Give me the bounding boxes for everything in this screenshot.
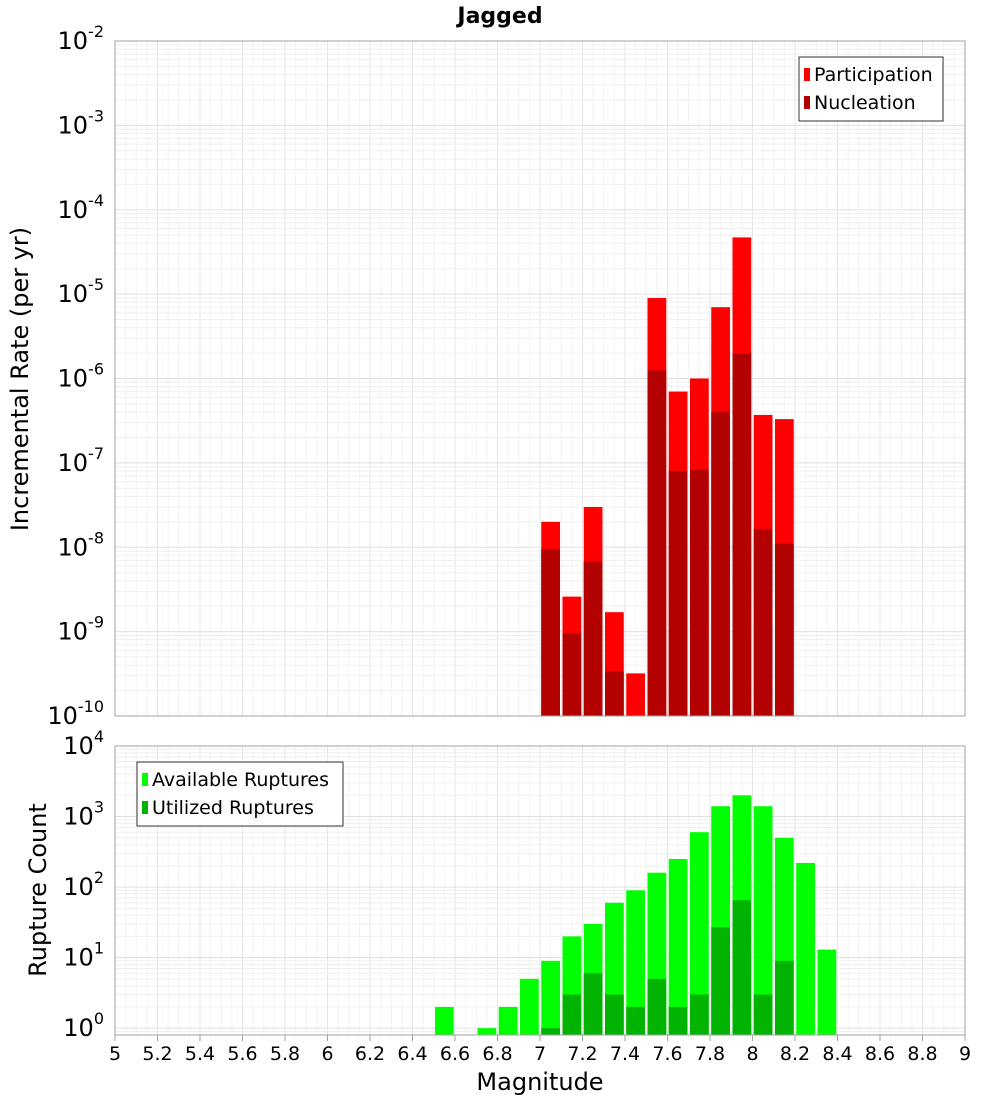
count-bar-available-ruptures <box>498 1006 518 1035</box>
x-tick-label: 7.6 <box>652 1043 682 1065</box>
rate-bar-nucleation <box>732 354 752 716</box>
x-tick-label: 5 <box>109 1043 121 1065</box>
count-bar-utilized-ruptures <box>775 960 794 1035</box>
count-bar-available-ruptures <box>690 832 709 1035</box>
chart-title: Jagged <box>455 4 542 29</box>
count-bar-available-ruptures <box>541 960 560 1035</box>
x-tick-label: 7 <box>534 1043 546 1065</box>
rate-legend-label: Participation <box>814 64 933 86</box>
x-tick-label: 7.4 <box>610 1043 640 1065</box>
x-tick-label: 8.8 <box>907 1043 937 1065</box>
count-bar-utilized-ruptures <box>753 994 773 1035</box>
x-tick-label: 6.2 <box>355 1043 385 1065</box>
rate-bar-nucleation <box>562 633 582 716</box>
rate-y-tick-label: 10-2 <box>58 22 105 55</box>
magnitude-x-axis-label: Magnitude <box>476 1068 603 1096</box>
rate-y-tick-label: 10-5 <box>58 275 105 308</box>
rate-bar-nucleation <box>647 370 667 716</box>
count-bar-utilized-ruptures <box>690 994 709 1035</box>
count-bar-available-ruptures <box>477 1028 497 1035</box>
rupture-count-panel: 100 101 102 103 104 Available Ruptures Utilize… <box>63 727 971 1065</box>
x-tick-label: 8.4 <box>822 1043 852 1065</box>
count-bar-utilized-ruptures <box>562 994 582 1035</box>
count-y-tick-label: 104 <box>63 727 104 760</box>
rate-legend-box <box>798 56 944 122</box>
x-tick-label: 5.4 <box>185 1043 215 1065</box>
count-bar-utilized-ruptures <box>626 1006 645 1035</box>
count-bar-utilized-ruptures <box>541 1028 560 1035</box>
rate-panel: 10-10 10-9 10-8 10-7 10-6 10-5 10-4 10-3 10-2 Par… <box>47 22 966 730</box>
rate-y-tick-label: 10-4 <box>58 191 105 224</box>
x-tick-label: 5.8 <box>270 1043 300 1065</box>
rate-bar-nucleation <box>753 528 773 716</box>
x-tick-label: 6.4 <box>397 1043 427 1065</box>
count-bar-available-ruptures <box>668 859 688 1035</box>
count-bar-utilized-ruptures <box>668 1006 688 1035</box>
count-y-axis-label: Rupture Count <box>24 803 52 977</box>
count-bar-available-ruptures <box>520 978 539 1035</box>
count-y-tick-label: 102 <box>63 868 104 901</box>
rate-bar-nucleation <box>541 549 560 716</box>
count-legend-box <box>136 761 344 827</box>
rate-bar-nucleation <box>690 469 709 716</box>
rate-bar-nucleation <box>605 671 624 716</box>
count-y-tick-label: 100 <box>63 1009 104 1042</box>
count-bar-available-ruptures <box>435 1006 454 1035</box>
count-bar-utilized-ruptures <box>583 973 603 1035</box>
x-tick-label: 7.2 <box>567 1043 597 1065</box>
x-tick-label: 8 <box>746 1043 758 1065</box>
count-legend: Available Ruptures Utilized Ruptures <box>136 761 344 827</box>
rate-y-axis-label: Incremental Rate (per yr) <box>6 227 34 531</box>
count-legend-swatch <box>142 801 148 814</box>
rate-bar-participation <box>626 673 645 716</box>
count-bar-utilized-ruptures <box>732 900 752 1035</box>
x-tick-label: 8.2 <box>780 1043 810 1065</box>
count-bar-utilized-ruptures <box>647 978 667 1035</box>
rate-legend-swatch <box>804 96 810 109</box>
rate-legend: Participation Nucleation <box>798 56 944 122</box>
rate-bar-nucleation <box>583 561 603 716</box>
x-tick-label: 8.6 <box>865 1043 895 1065</box>
rate-bar-nucleation <box>775 543 794 716</box>
count-y-tick-label: 101 <box>63 939 104 972</box>
rate-y-tick-label: 10-9 <box>58 613 105 646</box>
rate-y-tick-label: 10-7 <box>58 444 105 477</box>
count-legend-label: Utilized Ruptures <box>152 797 314 819</box>
count-bar-available-ruptures <box>753 806 773 1035</box>
count-bar-available-ruptures <box>817 949 837 1035</box>
rate-y-tick-label: 10-10 <box>47 697 104 730</box>
count-bar-utilized-ruptures <box>711 927 730 1035</box>
rate-legend-label: Nucleation <box>814 92 916 114</box>
count-legend-label: Available Ruptures <box>152 769 329 791</box>
count-bar-utilized-ruptures <box>605 994 624 1035</box>
rate-bar-nucleation <box>668 471 688 716</box>
count-y-tick-label: 103 <box>63 798 104 831</box>
x-tick-label: 6.8 <box>482 1043 512 1065</box>
rate-plot-border <box>114 40 966 717</box>
x-tick-label: 5.6 <box>227 1043 257 1065</box>
rate-y-tick-label: 10-3 <box>58 106 105 139</box>
count-legend-swatch <box>142 773 148 786</box>
rate-y-tick-label: 10-8 <box>58 528 105 561</box>
rate-legend-swatch <box>804 68 810 81</box>
x-tick-label: 5.2 <box>142 1043 172 1065</box>
rate-bar-nucleation <box>711 412 730 716</box>
x-tick-label: 7.8 <box>695 1043 725 1065</box>
rate-y-tick-label: 10-6 <box>58 360 105 393</box>
count-bar-available-ruptures <box>626 890 645 1035</box>
x-tick-label: 6 <box>321 1043 333 1065</box>
x-tick-label: 6.6 <box>440 1043 470 1065</box>
x-tick-label: 9 <box>959 1043 971 1065</box>
count-bar-available-ruptures <box>796 862 815 1035</box>
